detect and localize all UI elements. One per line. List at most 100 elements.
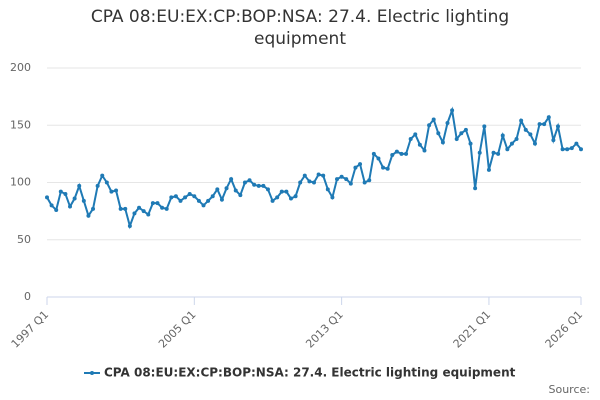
data-point [288,196,293,201]
y-tick-label: 50 [17,233,31,246]
data-point [118,206,123,211]
data-point [468,141,473,146]
data-point [560,147,565,152]
data-point [72,196,77,201]
data-point [482,124,487,129]
y-tick-label: 200 [10,61,31,74]
data-point [284,189,289,194]
data-point [68,204,73,209]
data-point [104,180,109,185]
data-point [169,195,174,200]
data-point [436,131,441,136]
data-point [312,180,316,185]
data-point [298,180,303,185]
data-point [371,151,376,156]
data-point [473,186,478,191]
data-point [450,108,455,113]
data-point [344,177,349,182]
data-point [164,206,169,211]
data-point [95,183,100,188]
data-point [440,140,445,145]
data-point [528,132,533,137]
data-point [330,195,335,200]
data-point [500,133,505,138]
data-point [123,206,128,211]
data-point [394,149,399,154]
data-point [307,179,312,184]
data-point [238,193,243,198]
data-point [537,122,542,127]
data-point [81,198,86,203]
data-point [196,198,201,203]
data-point [109,189,114,194]
data-point [261,183,266,188]
data-point [408,136,413,141]
data-point [224,186,229,191]
data-point [551,138,556,143]
data-point [63,191,68,196]
data-point [509,141,514,146]
data-point [454,136,459,141]
data-point [150,201,155,206]
data-point [100,173,105,178]
data-point [555,124,560,129]
data-point [247,178,252,183]
data-point [505,147,510,152]
data-point [362,180,367,185]
data-point [491,150,496,155]
x-tick-label: 1997 Q1 [9,308,52,351]
source-label: Source: [549,383,591,396]
data-point [256,183,261,188]
data-point [178,198,183,203]
x-tick-label: 2021 Q1 [451,308,494,351]
data-point [546,115,551,120]
data-point [422,148,427,153]
data-point [399,151,404,156]
data-point [252,182,257,187]
data-point [376,156,381,161]
data-point [201,203,206,208]
data-point [496,151,501,156]
data-point [229,177,234,182]
data-point [486,167,491,172]
data-point [367,178,372,183]
y-tick-label: 0 [24,290,31,303]
data-point [275,195,280,200]
data-point [542,122,547,127]
legend-marker [90,371,94,375]
data-point [45,195,49,200]
data-point [385,166,390,171]
x-tick-label: 2026 Q1 [543,308,586,351]
data-point [565,147,570,152]
data-point [173,194,178,199]
y-tick-label: 100 [10,176,31,189]
data-point [381,165,386,170]
data-point [339,174,344,179]
data-point [519,118,524,123]
data-point [160,205,165,210]
data-point [77,183,82,188]
data-point [183,195,188,200]
data-point [242,180,247,185]
data-point [321,173,326,178]
data-point [192,194,197,199]
data-point [335,177,340,182]
data-point [477,150,482,155]
data-point [127,224,132,229]
data-point [459,131,464,136]
x-tick-label: 2005 Q1 [156,308,199,351]
data-point [427,123,432,128]
data-point [316,172,321,177]
data-point [141,209,146,214]
data-point [574,141,579,146]
data-point [404,151,409,156]
data-point [523,127,528,132]
data-point [270,198,275,203]
data-point [579,147,583,152]
data-point [49,203,54,208]
data-point [86,213,91,218]
data-point [146,212,151,217]
data-point [219,197,224,202]
